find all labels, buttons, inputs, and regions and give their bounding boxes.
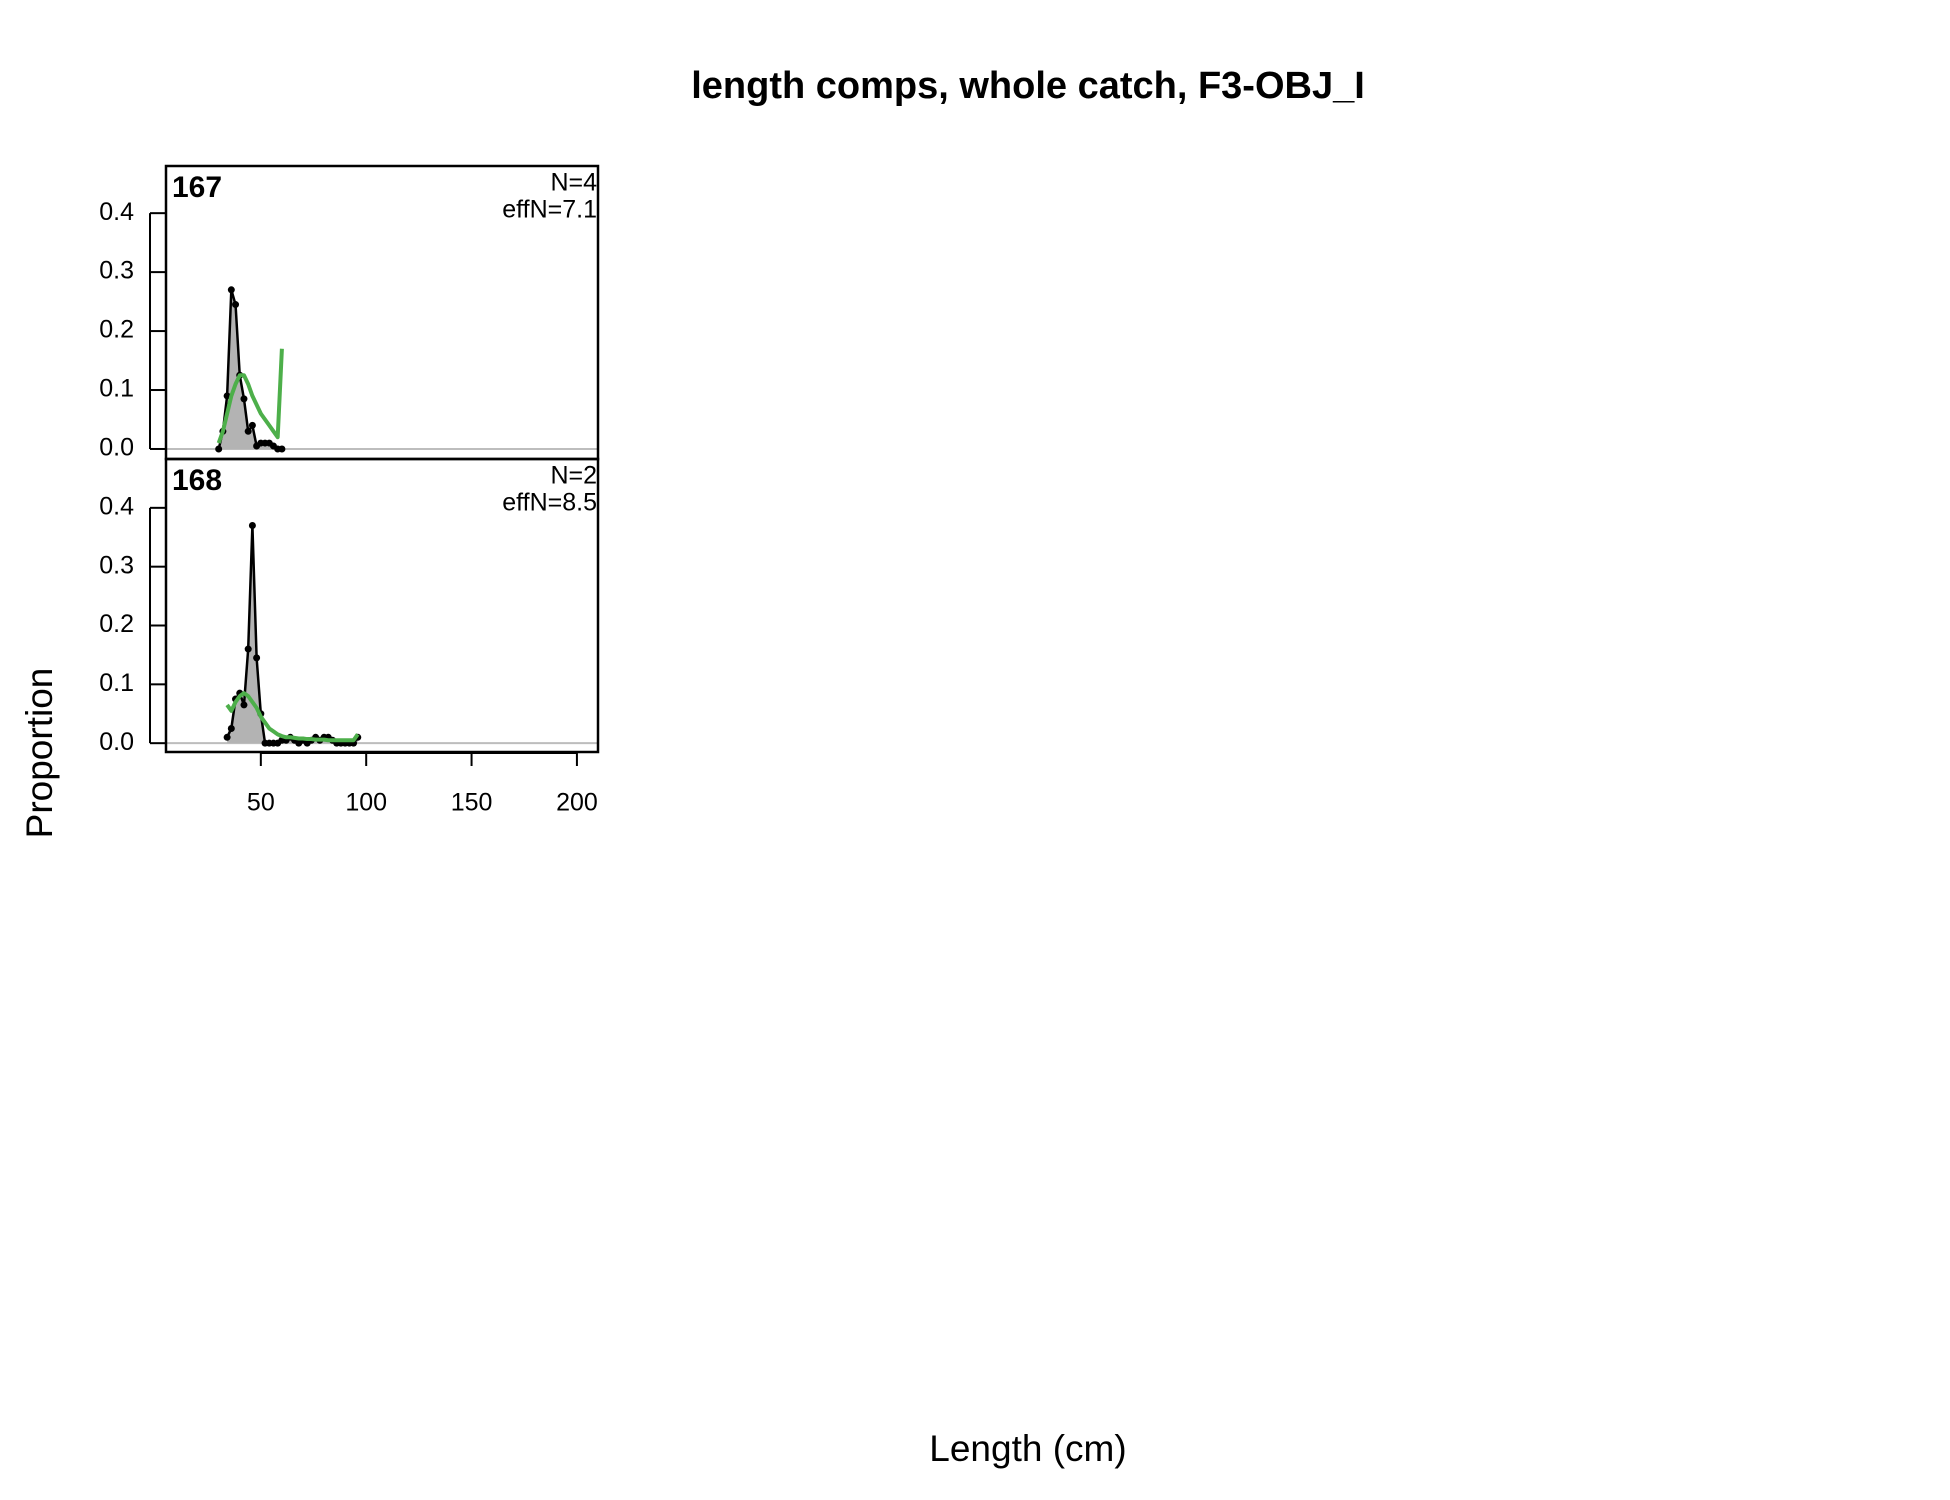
panel-label: 168: [172, 464, 222, 497]
y-tick-label: 0.1: [99, 669, 134, 697]
y-tick-label: 0.1: [99, 375, 134, 403]
observed-point: [240, 701, 248, 709]
panel-label: 167: [172, 171, 222, 204]
panel-annotation: effN=7.1: [502, 196, 597, 224]
observed-point: [253, 654, 261, 662]
panel-annotation: N=4: [550, 169, 597, 197]
observed-point: [244, 645, 252, 653]
x-tick-label: 50: [247, 789, 275, 817]
y-tick-label: 0.3: [99, 551, 134, 579]
observed-point: [248, 421, 256, 429]
y-tick-label: 0.0: [99, 728, 134, 756]
observed-point: [227, 724, 235, 732]
y-tick-label: 0.3: [99, 257, 134, 285]
observed-point: [215, 445, 223, 453]
observed-point: [244, 427, 252, 435]
observed-point: [278, 445, 286, 453]
y-tick-label: 0.2: [99, 610, 134, 638]
observed-area: [227, 525, 358, 744]
y-tick-label: 0.4: [99, 198, 134, 226]
observed-point: [227, 286, 235, 294]
expected-line: [216, 348, 284, 444]
observed-point: [240, 395, 248, 403]
panel-annotation: N=2: [550, 462, 597, 490]
expected-line: [225, 691, 360, 743]
x-axis-label: Length (cm): [929, 1428, 1126, 1469]
x-tick-label: 200: [556, 789, 598, 817]
y-tick-label: 0.2: [99, 316, 134, 344]
y-tick-label: 0.4: [99, 492, 134, 520]
chart-title: length comps, whole catch, F3-OBJ_I: [691, 65, 1365, 107]
x-tick-label: 150: [451, 789, 493, 817]
observed-point: [248, 521, 256, 529]
observed-area: [218, 289, 282, 449]
panel-annotation: effN=8.5: [502, 489, 597, 517]
y-axis-label: Proportion: [19, 668, 60, 839]
observed-point: [232, 301, 240, 309]
x-tick-label: 100: [345, 789, 387, 817]
y-tick-label: 0.0: [99, 434, 134, 462]
observed-point: [223, 733, 231, 741]
